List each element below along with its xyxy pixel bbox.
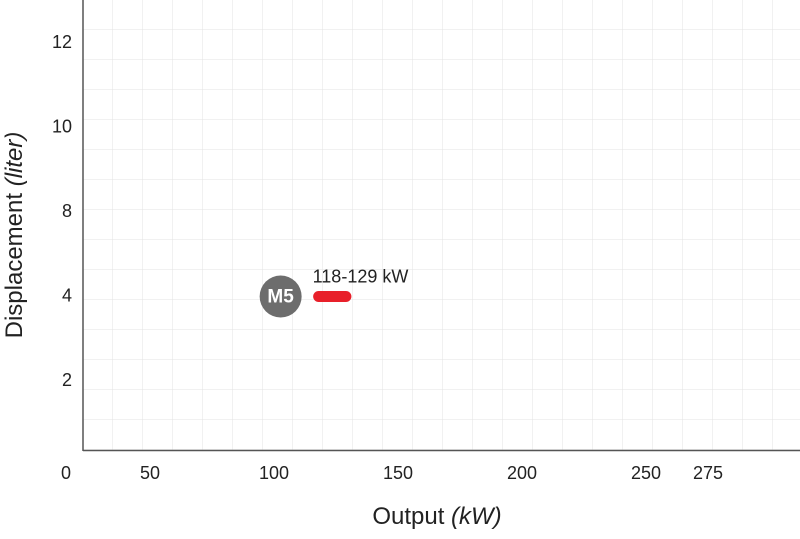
y-axis-title: Displacement (liter) xyxy=(1,132,28,339)
y-tick-label: 2 xyxy=(62,370,72,390)
x-tick-label: 275 xyxy=(693,463,723,483)
y-axis-unit: (liter) xyxy=(1,132,28,187)
x-tick-label: 0 xyxy=(61,463,71,483)
x-axis-unit: (kW) xyxy=(451,503,502,530)
x-tick-label: 100 xyxy=(259,463,289,483)
x-axis-label: Output xyxy=(372,503,444,530)
y-tick-label: 10 xyxy=(52,116,72,136)
y-tick-label: 4 xyxy=(62,285,72,305)
y-tick-label: 12 xyxy=(52,32,72,52)
x-tick-label: 250 xyxy=(631,463,661,483)
series-name: M5 xyxy=(267,287,294,308)
value-label: 118-129 kW xyxy=(313,266,409,286)
grid-background xyxy=(83,0,800,450)
x-axis-title: Output (kW) xyxy=(372,503,501,530)
x-tick-label: 200 xyxy=(507,463,537,483)
series-badge xyxy=(259,275,302,318)
x-tick-label: 150 xyxy=(383,463,413,483)
y-axis-label: Displacement xyxy=(1,193,28,339)
y-tick-label: 8 xyxy=(62,201,72,221)
x-tick-label: 50 xyxy=(140,463,160,483)
